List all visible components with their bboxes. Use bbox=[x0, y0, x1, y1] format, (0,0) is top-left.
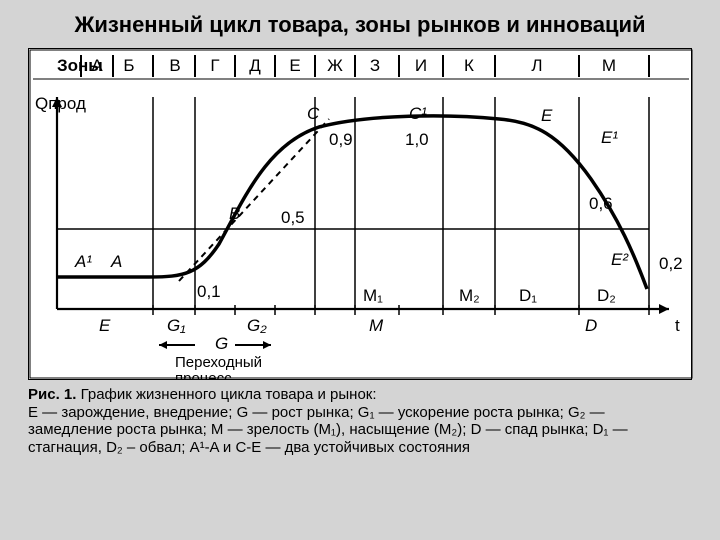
svg-text:G₁: G₁ bbox=[167, 316, 186, 335]
svg-text:E: E bbox=[541, 106, 553, 125]
svg-text:0,2: 0,2 bbox=[659, 254, 683, 273]
svg-text:Г: Г bbox=[210, 56, 219, 75]
svg-text:А: А bbox=[91, 56, 103, 75]
svg-text:G: G bbox=[215, 334, 228, 353]
svg-text:0,1: 0,1 bbox=[197, 282, 221, 301]
svg-text:A¹: A¹ bbox=[74, 252, 92, 271]
svg-text:З: З bbox=[370, 56, 380, 75]
svg-text:0,6: 0,6 bbox=[589, 194, 613, 213]
svg-text:C¹: C¹ bbox=[409, 104, 427, 123]
svg-text:D₁: D₁ bbox=[519, 286, 537, 305]
svg-text:Д: Д bbox=[249, 56, 261, 75]
svg-text:0,5: 0,5 bbox=[281, 208, 305, 227]
svg-text:0,9: 0,9 bbox=[329, 130, 353, 149]
svg-text:E²: E² bbox=[611, 250, 629, 269]
svg-text:Ж: Ж bbox=[327, 56, 343, 75]
svg-text:М: М bbox=[602, 56, 616, 75]
svg-text:D: D bbox=[585, 316, 597, 335]
svg-text:E: E bbox=[99, 316, 111, 335]
svg-text:A: A bbox=[110, 252, 122, 271]
svg-text:Е: Е bbox=[289, 56, 300, 75]
svg-text:Б: Б bbox=[123, 56, 134, 75]
svg-text:К: К bbox=[464, 56, 474, 75]
svg-text:E¹: E¹ bbox=[601, 128, 618, 147]
svg-text:M₂: M₂ bbox=[459, 286, 480, 305]
svg-text:И: И bbox=[415, 56, 427, 75]
caption-title: График жизненного цикла товара и рынок: bbox=[81, 386, 377, 403]
figure-caption: Рис. 1. График жизненного цикла товара и… bbox=[28, 386, 692, 457]
svg-text:В: В bbox=[169, 56, 180, 75]
svg-text:Переходный: Переходный bbox=[175, 354, 262, 371]
svg-text:G₂: G₂ bbox=[247, 316, 267, 335]
page-title: Жизненный цикл товара, зоны рынков и инн… bbox=[0, 0, 720, 44]
svg-text:Qпрод: Qпрод bbox=[35, 94, 86, 113]
lifecycle-chart: ЗоныАБВГДЕЖЗИКЛМ Qпродt A¹ABCC¹EE¹E²0,10… bbox=[29, 49, 693, 379]
svg-text:M: M bbox=[369, 316, 384, 335]
svg-text:Л: Л bbox=[531, 56, 542, 75]
svg-text:t: t bbox=[675, 316, 680, 335]
caption-prefix: Рис. 1. bbox=[28, 386, 81, 403]
caption-body: Е — зарождение, внедрение; G — рост рынк… bbox=[28, 404, 628, 456]
svg-text:C: C bbox=[307, 104, 320, 123]
svg-text:1,0: 1,0 bbox=[405, 130, 429, 149]
svg-text:D₂: D₂ bbox=[597, 286, 616, 305]
svg-text:M₁: M₁ bbox=[363, 286, 383, 305]
chart-container: ЗоныАБВГДЕЖЗИКЛМ Qпродt A¹ABCC¹EE¹E²0,10… bbox=[28, 48, 692, 380]
svg-text:B: B bbox=[229, 204, 240, 223]
